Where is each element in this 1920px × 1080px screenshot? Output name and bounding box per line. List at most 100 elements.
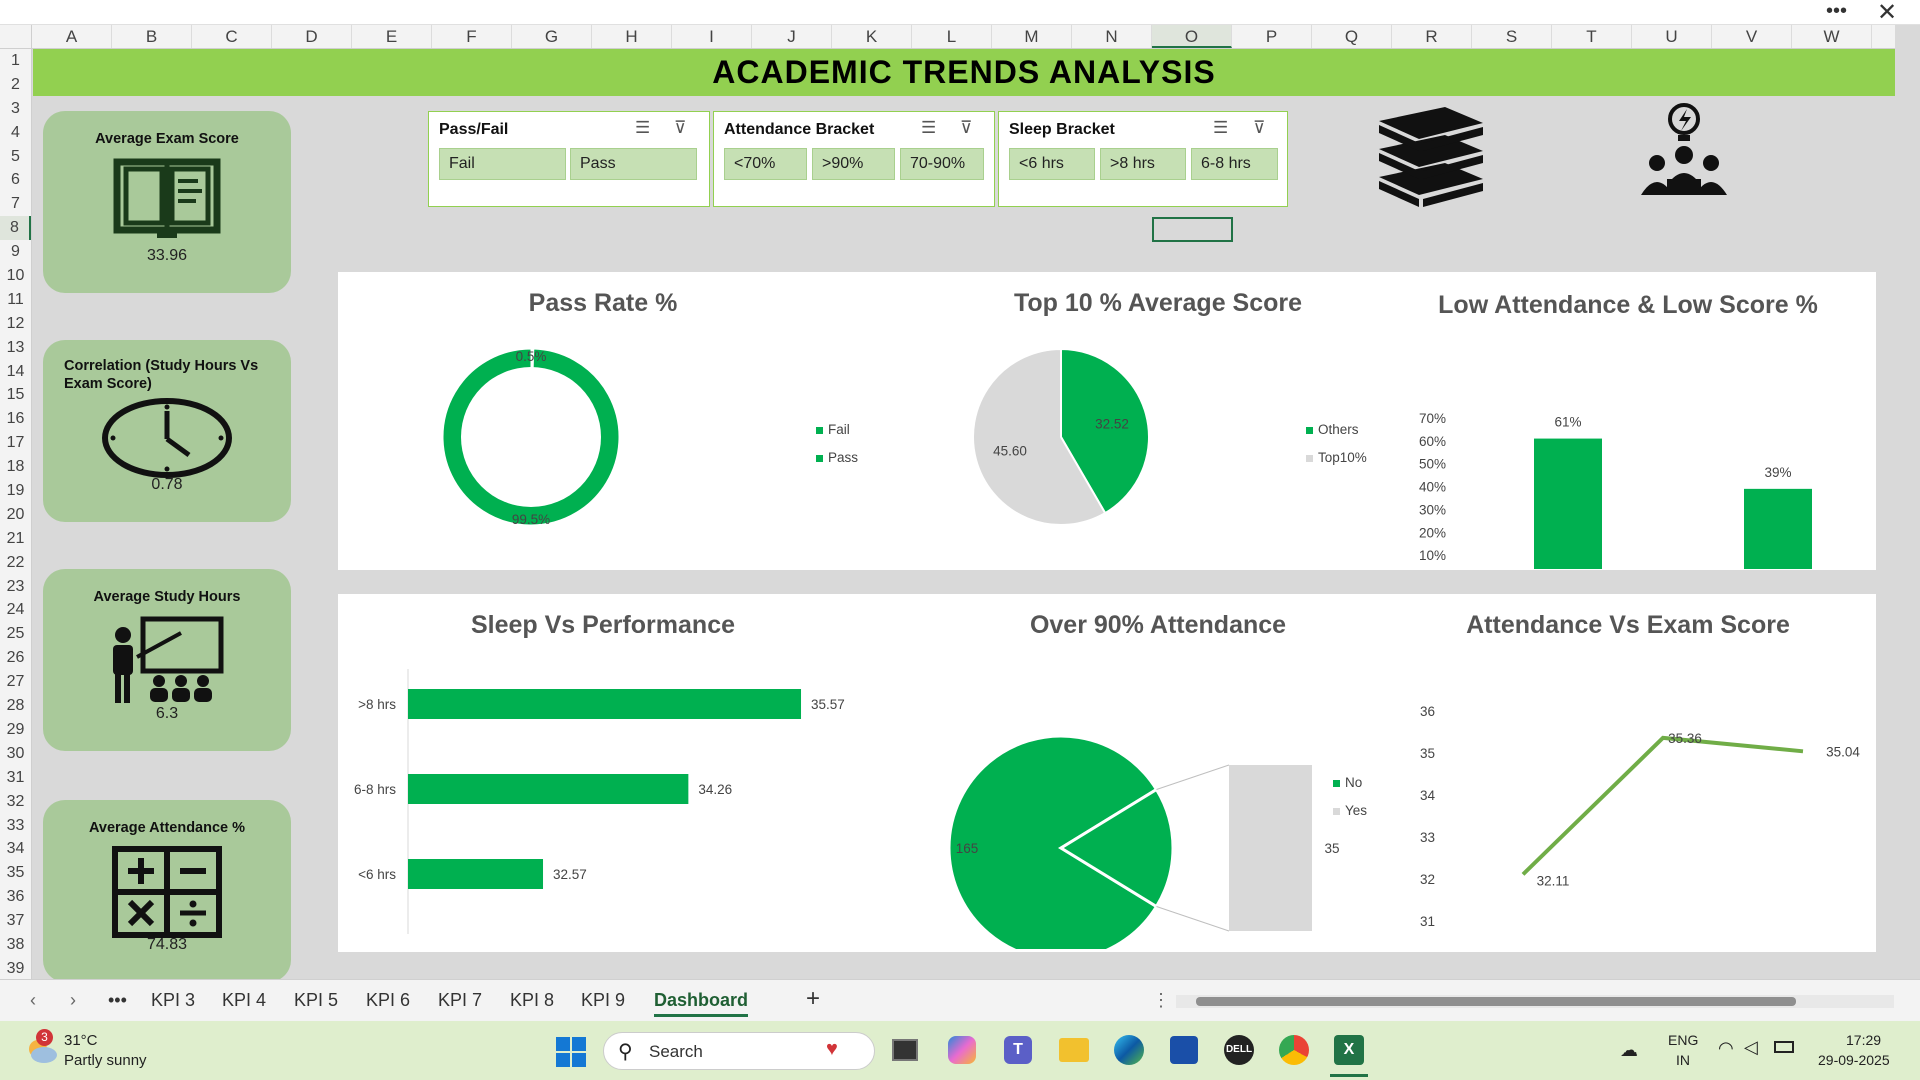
column-header-W[interactable]: W (1792, 25, 1872, 48)
column-header-D[interactable]: D (272, 25, 352, 48)
column-header-I[interactable]: I (672, 25, 752, 48)
slicer-item-below-6[interactable]: <6 hrs (1009, 148, 1095, 180)
row-header-29[interactable]: 29 (6, 720, 25, 738)
clear-filter-icon[interactable]: ⊽ (1253, 118, 1266, 137)
hscroll-thumb[interactable] (1196, 997, 1796, 1006)
battery-icon[interactable] (1774, 1041, 1794, 1053)
row-header-27[interactable]: 27 (6, 673, 25, 691)
column-header-N[interactable]: N (1072, 25, 1152, 48)
column-header-J[interactable]: J (752, 25, 832, 48)
language-top[interactable]: ENG (1668, 1032, 1699, 1048)
sheet-options-icon[interactable]: ⋮ (1152, 990, 1170, 1010)
close-icon[interactable]: ✕ (1877, 0, 1898, 26)
tab-prev-icon[interactable]: ‹ (30, 990, 36, 1010)
more-options-icon[interactable]: ••• (1826, 0, 1848, 22)
row-header-18[interactable]: 18 (6, 458, 25, 476)
clear-filter-icon[interactable]: ⊽ (960, 118, 973, 137)
row-header-33[interactable]: 33 (6, 816, 25, 834)
column-header-R[interactable]: R (1392, 25, 1472, 48)
windows-start-icon[interactable] (556, 1037, 586, 1067)
weather-icon[interactable]: 3 (24, 1029, 58, 1065)
sheet-tab-dashboard[interactable]: Dashboard (654, 990, 749, 1017)
column-header-Q[interactable]: Q (1312, 25, 1392, 48)
slicer-item-fail[interactable]: Fail (439, 148, 566, 180)
row-header-12[interactable]: 12 (6, 314, 25, 332)
column-header-V[interactable]: V (1712, 25, 1792, 48)
column-header-G[interactable]: G (512, 25, 592, 48)
row-header-4[interactable]: 4 (11, 123, 20, 141)
row-header-1[interactable]: 1 (11, 52, 20, 69)
row-header-7[interactable]: 7 (11, 195, 20, 213)
column-header-H[interactable]: H (592, 25, 672, 48)
horizontal-scrollbar[interactable] (1176, 995, 1894, 1008)
volume-icon[interactable]: ◁ (1744, 1037, 1758, 1057)
row-header-8[interactable]: 8 (0, 216, 31, 241)
tab-next-icon[interactable]: › (70, 990, 76, 1010)
row-header-20[interactable]: 20 (6, 505, 25, 523)
slicer-item-6-8[interactable]: 6-8 hrs (1191, 148, 1278, 180)
row-header-24[interactable]: 24 (6, 601, 25, 619)
cloud-icon[interactable]: ☁ (1620, 1040, 1638, 1060)
sheet-tab-kpi-3[interactable]: KPI 3 (151, 990, 196, 1010)
select-all-corner[interactable] (0, 25, 32, 49)
column-header-L[interactable]: L (912, 25, 992, 48)
row-header-25[interactable]: 25 (6, 625, 25, 643)
slicer-item-above-90[interactable]: >90% (812, 148, 895, 180)
teams-icon[interactable]: T (1004, 1036, 1032, 1064)
row-header-13[interactable]: 13 (6, 338, 25, 356)
slicer-item-below-70[interactable]: <70% (724, 148, 807, 180)
slicer-item-pass[interactable]: Pass (570, 148, 697, 180)
sheet-tab-kpi-5[interactable]: KPI 5 (294, 990, 339, 1010)
multi-select-icon[interactable]: ☰ (921, 118, 937, 137)
wifi-icon[interactable]: ◠ (1718, 1038, 1734, 1058)
column-header-K[interactable]: K (832, 25, 912, 48)
multi-select-icon[interactable]: ☰ (1213, 118, 1229, 137)
clock-date[interactable]: 29-09-2025 (1818, 1052, 1890, 1068)
column-header-P[interactable]: P (1232, 25, 1312, 48)
multi-select-icon[interactable]: ☰ (635, 118, 651, 137)
sheet-tab-kpi-6[interactable]: KPI 6 (366, 990, 411, 1010)
row-header-14[interactable]: 14 (6, 362, 25, 380)
row-header-3[interactable]: 3 (11, 99, 20, 117)
language-bottom[interactable]: IN (1676, 1052, 1690, 1068)
row-header-39[interactable]: 39 (6, 959, 25, 977)
add-sheet-icon[interactable]: + (806, 985, 821, 1012)
row-header-23[interactable]: 23 (6, 577, 25, 595)
sheet-tab-kpi-8[interactable]: KPI 8 (510, 990, 555, 1010)
copilot-icon[interactable] (948, 1036, 976, 1064)
clear-filter-icon[interactable]: ⊽ (674, 118, 687, 137)
column-header-A[interactable]: A (32, 25, 112, 48)
store-icon[interactable] (1170, 1036, 1198, 1064)
row-header-16[interactable]: 16 (6, 410, 25, 428)
column-header-O[interactable]: O (1152, 25, 1232, 48)
row-header-9[interactable]: 9 (11, 243, 20, 261)
row-header-15[interactable]: 15 (6, 386, 25, 404)
row-header-2[interactable]: 2 (11, 75, 20, 93)
tabs-more-icon[interactable]: ••• (108, 990, 127, 1010)
excel-icon[interactable]: X (1334, 1035, 1364, 1065)
row-header-17[interactable]: 17 (6, 434, 25, 452)
row-header-26[interactable]: 26 (6, 649, 25, 667)
column-header-F[interactable]: F (432, 25, 512, 48)
taskbar-search[interactable]: ⚲ Search ♥ (603, 1032, 875, 1070)
file-explorer-icon[interactable] (1059, 1038, 1089, 1062)
row-header-19[interactable]: 19 (6, 482, 25, 500)
row-header-37[interactable]: 37 (6, 912, 25, 930)
column-header-S[interactable]: S (1472, 25, 1552, 48)
row-header-30[interactable]: 30 (6, 744, 25, 762)
row-header-35[interactable]: 35 (6, 864, 25, 882)
row-header-28[interactable]: 28 (6, 697, 25, 715)
dell-icon[interactable]: DELL (1224, 1035, 1254, 1065)
row-header-36[interactable]: 36 (6, 888, 25, 906)
column-header-U[interactable]: U (1632, 25, 1712, 48)
row-header-11[interactable]: 11 (7, 290, 24, 308)
task-view-icon[interactable] (892, 1039, 918, 1061)
row-header-10[interactable]: 10 (6, 267, 25, 285)
column-header-T[interactable]: T (1552, 25, 1632, 48)
selected-cell-O8[interactable] (1152, 217, 1233, 242)
row-header-32[interactable]: 32 (6, 792, 25, 810)
column-header-C[interactable]: C (192, 25, 272, 48)
chrome-icon[interactable] (1279, 1035, 1309, 1065)
row-header-34[interactable]: 34 (6, 840, 25, 858)
row-header-5[interactable]: 5 (11, 147, 20, 165)
